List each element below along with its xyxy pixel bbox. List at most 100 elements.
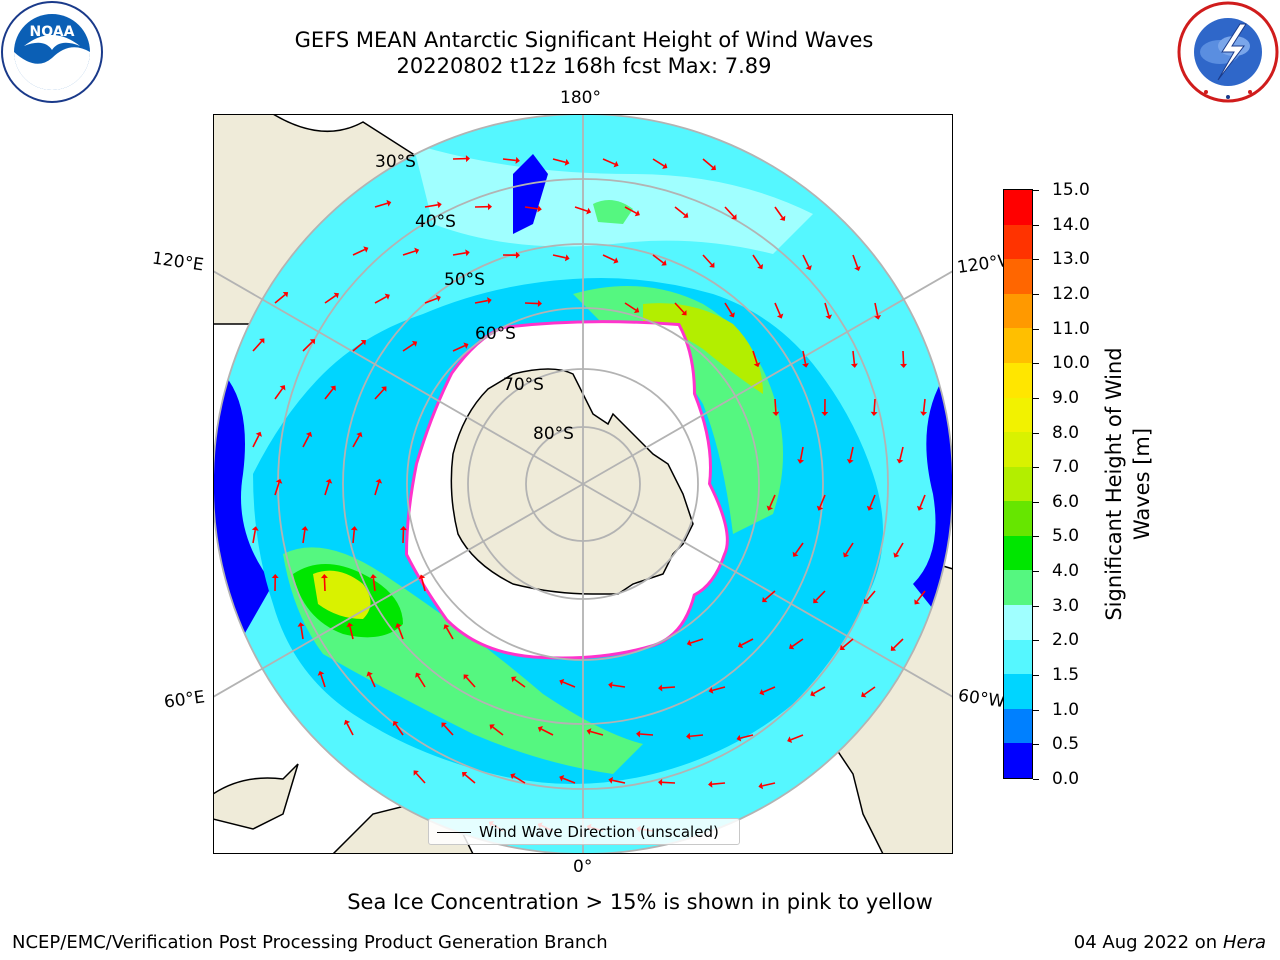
- wave-arrow-shaft: [502, 158, 517, 162]
- wave-arrow-head: [366, 671, 373, 677]
- wave-arrow-head: [792, 551, 799, 557]
- wave-arrow-shaft: [452, 252, 466, 256]
- wave-arrow-shaft: [541, 728, 554, 736]
- wave-arrow-shaft: [752, 254, 761, 267]
- wave-arrow-shaft: [724, 302, 733, 315]
- wave-arrow-shaft: [352, 435, 361, 448]
- wave-arrow-shaft: [274, 387, 284, 400]
- wave-arrow-shaft: [372, 578, 376, 592]
- wave-arrow-head: [772, 411, 780, 416]
- wave-arrow-head: [350, 526, 358, 531]
- colorbar-tick-label: 7.0: [1052, 457, 1080, 478]
- wave-arrow-head: [537, 300, 542, 308]
- wave-arrow-head: [613, 257, 619, 264]
- wave-arrow-head: [863, 598, 870, 604]
- wave-arrow-head: [893, 552, 900, 558]
- wave-arrow-shaft: [274, 294, 286, 304]
- wave-arrow-shaft: [492, 726, 504, 736]
- wave-arrow-head: [255, 431, 262, 437]
- wave-arrow-shaft: [866, 590, 876, 602]
- wave-arrow-head: [728, 312, 735, 318]
- lon-label-0: 0°: [573, 857, 593, 877]
- wave-arrow-shaft: [352, 529, 356, 544]
- wave-arrow-head: [846, 458, 854, 464]
- lat-label-70s: 70°S: [503, 375, 544, 395]
- wave-arrow-shaft: [674, 206, 686, 216]
- wave-arrow-head: [914, 599, 920, 605]
- wave-arrow-head: [708, 686, 714, 694]
- wave-arrow-shaft: [702, 158, 714, 169]
- colorbar-tick: [1033, 640, 1039, 642]
- wave-arrow-head: [559, 774, 565, 782]
- wave-arrow-head: [465, 155, 470, 163]
- wave-arrow-head: [686, 639, 692, 647]
- colorbar-tick: [1033, 605, 1039, 607]
- wave-arrow-shaft: [639, 733, 654, 736]
- colorbar-tick-label: 2.0: [1052, 630, 1080, 651]
- wave-arrow-head: [330, 385, 336, 391]
- wave-arrow-head: [810, 690, 816, 697]
- wave-arrow-head: [279, 385, 286, 391]
- wave-arrow-shaft: [863, 686, 876, 696]
- wave-arrow-shaft: [612, 684, 626, 688]
- wave-arrow-shaft: [524, 206, 538, 210]
- wave-arrow-head: [363, 246, 369, 253]
- wave-arrow-shaft: [762, 782, 776, 787]
- wave-arrow-shaft: [590, 730, 604, 736]
- wave-arrow-head: [399, 526, 407, 531]
- wave-arrow-shaft: [661, 686, 676, 689]
- wave-arrow-head: [613, 160, 619, 168]
- wave-arrow-head: [356, 432, 363, 438]
- wave-arrow-shaft: [802, 350, 807, 364]
- wave-arrow-shaft: [852, 254, 859, 268]
- wave-arrow-shaft: [415, 772, 426, 784]
- colorbar-tick: [1033, 363, 1039, 365]
- wave-arrow-head: [435, 295, 441, 302]
- wave-arrow-head: [608, 681, 613, 689]
- wave-arrow-shaft: [324, 294, 337, 304]
- colorbar-tick-label: 1.0: [1052, 699, 1080, 720]
- colorbar-label-line1: Significant Height of Wind: [1102, 347, 1126, 621]
- colorbar-tick: [1033, 501, 1039, 503]
- wave-arrow-head: [564, 254, 570, 262]
- footer-host: Hera: [1222, 932, 1266, 953]
- wave-arrow-head: [515, 156, 520, 164]
- legend-label: Wind Wave Direction (unscaled): [479, 823, 719, 841]
- colorbar-segment: [1004, 397, 1032, 433]
- wave-arrow-shaft: [815, 590, 826, 601]
- wave-arrow-shaft: [574, 206, 588, 212]
- wave-arrow-head: [301, 526, 309, 531]
- colorbar-tick: [1033, 190, 1039, 191]
- wave-arrow-head: [413, 770, 419, 776]
- wave-arrow-head: [802, 363, 809, 368]
- wave-arrow-shaft: [799, 446, 804, 460]
- wave-arrow-shaft: [824, 302, 830, 316]
- wave-arrow-head: [317, 670, 325, 676]
- wave-arrow-shaft: [712, 686, 726, 692]
- wave-arrow-head: [489, 724, 495, 730]
- colorbar-tick-label: 9.0: [1052, 387, 1080, 408]
- wave-arrow-shaft: [402, 343, 415, 352]
- wave-arrow-shaft: [624, 302, 637, 311]
- wave-arrow-head: [511, 676, 517, 683]
- wave-arrow-head: [333, 292, 339, 299]
- wave-arrow-head: [537, 205, 542, 213]
- wave-arrow-head: [662, 162, 668, 169]
- wave-arrow-shaft: [922, 398, 926, 413]
- wave-arrow-shaft: [374, 202, 388, 208]
- map-subtitle: 20220802 t12z 168h fcst Max: 7.89: [396, 54, 772, 78]
- footer-date: 04 Aug 2022 on Hera: [1074, 932, 1266, 953]
- wave-arrow-shaft: [690, 638, 704, 644]
- wave-arrow-shaft: [300, 626, 304, 640]
- wave-arrow-head: [759, 688, 765, 696]
- wave-arrow-head: [309, 339, 316, 345]
- wave-arrow-shaft: [740, 734, 754, 739]
- nws-logo: [1177, 1, 1279, 103]
- colorbar-segment: [1004, 258, 1032, 294]
- wave-arrow-shaft: [652, 254, 664, 264]
- wave-arrow-shaft: [769, 494, 776, 508]
- wave-arrow-head: [816, 505, 824, 511]
- wave-arrow-shaft: [852, 350, 856, 365]
- wave-arrow-shaft: [845, 542, 854, 555]
- wave-arrow-shaft: [552, 158, 566, 164]
